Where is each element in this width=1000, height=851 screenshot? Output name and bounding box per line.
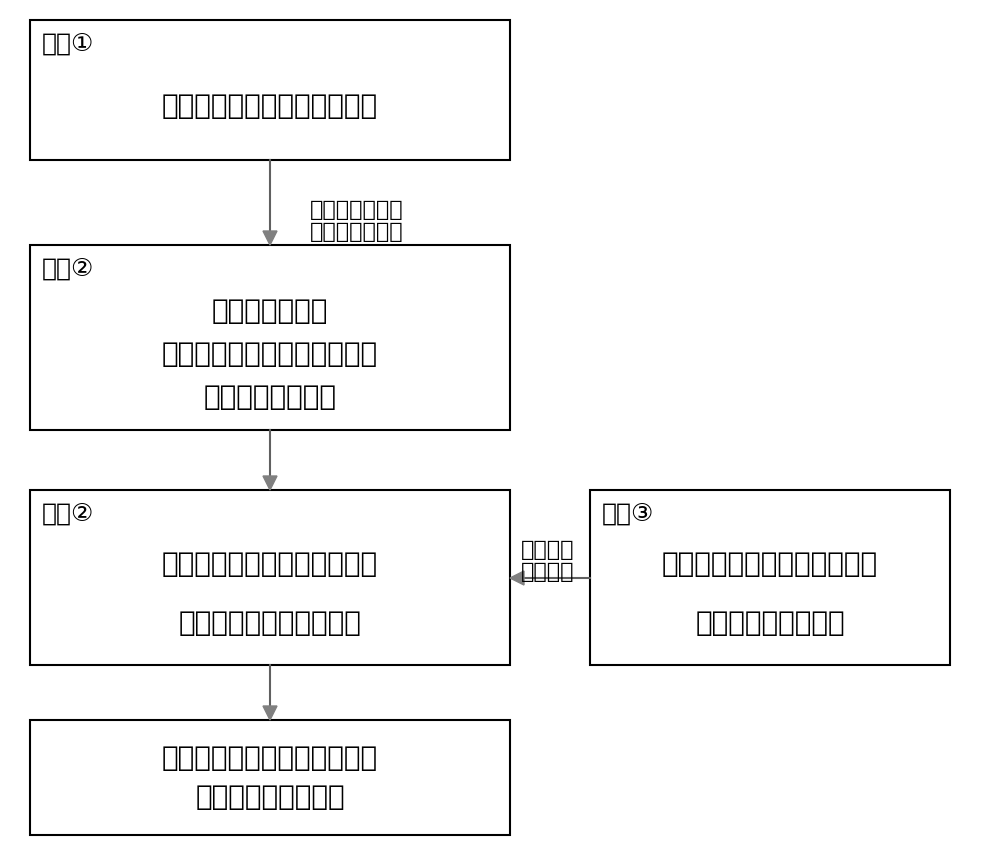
Text: 使用微分变换将: 使用微分变换将 (212, 297, 328, 325)
Text: 统一模型基准值: 统一模型基准值 (310, 200, 404, 220)
Text: 为线性递推关系式: 为线性递推关系式 (204, 383, 336, 410)
Bar (30, 20, 510, 160)
Bar (30, 245, 510, 430)
Text: 流的高效、鲁棒计算: 流的高效、鲁棒计算 (195, 783, 345, 811)
Text: 避免数值不稳定: 避免数值不稳定 (310, 222, 404, 242)
Text: 求解该线性递推关系式，得到: 求解该线性递推关系式，得到 (162, 550, 378, 578)
Polygon shape (263, 231, 277, 245)
Text: 内容②: 内容② (42, 257, 94, 281)
Bar (30, 720, 510, 835)
Polygon shape (510, 571, 524, 585)
Text: 非线性偏微分代数方程组转化: 非线性偏微分代数方程组转化 (162, 340, 378, 368)
Text: 内容③: 内容③ (602, 502, 654, 526)
Text: 自适应时间窗口策略: 自适应时间窗口策略 (695, 609, 845, 637)
Text: 各变量关于时间的表达式: 各变量关于时间的表达式 (179, 609, 361, 637)
Text: 内容①: 内容① (42, 32, 94, 56)
Text: 定义标幺值系统下的微分变换: 定义标幺值系统下的微分变换 (162, 92, 378, 120)
Bar (590, 490, 950, 665)
Text: 确保收敛: 确保收敛 (521, 562, 575, 582)
Text: 提出基于局部截断误差估计的: 提出基于局部截断误差估计的 (662, 550, 878, 578)
Text: 实现电热综合能源系统动态能: 实现电热综合能源系统动态能 (162, 745, 378, 773)
Polygon shape (263, 476, 277, 490)
Bar (30, 490, 510, 665)
Polygon shape (263, 706, 277, 720)
Text: 加速计算: 加速计算 (521, 540, 575, 560)
Text: 内容②: 内容② (42, 502, 94, 526)
